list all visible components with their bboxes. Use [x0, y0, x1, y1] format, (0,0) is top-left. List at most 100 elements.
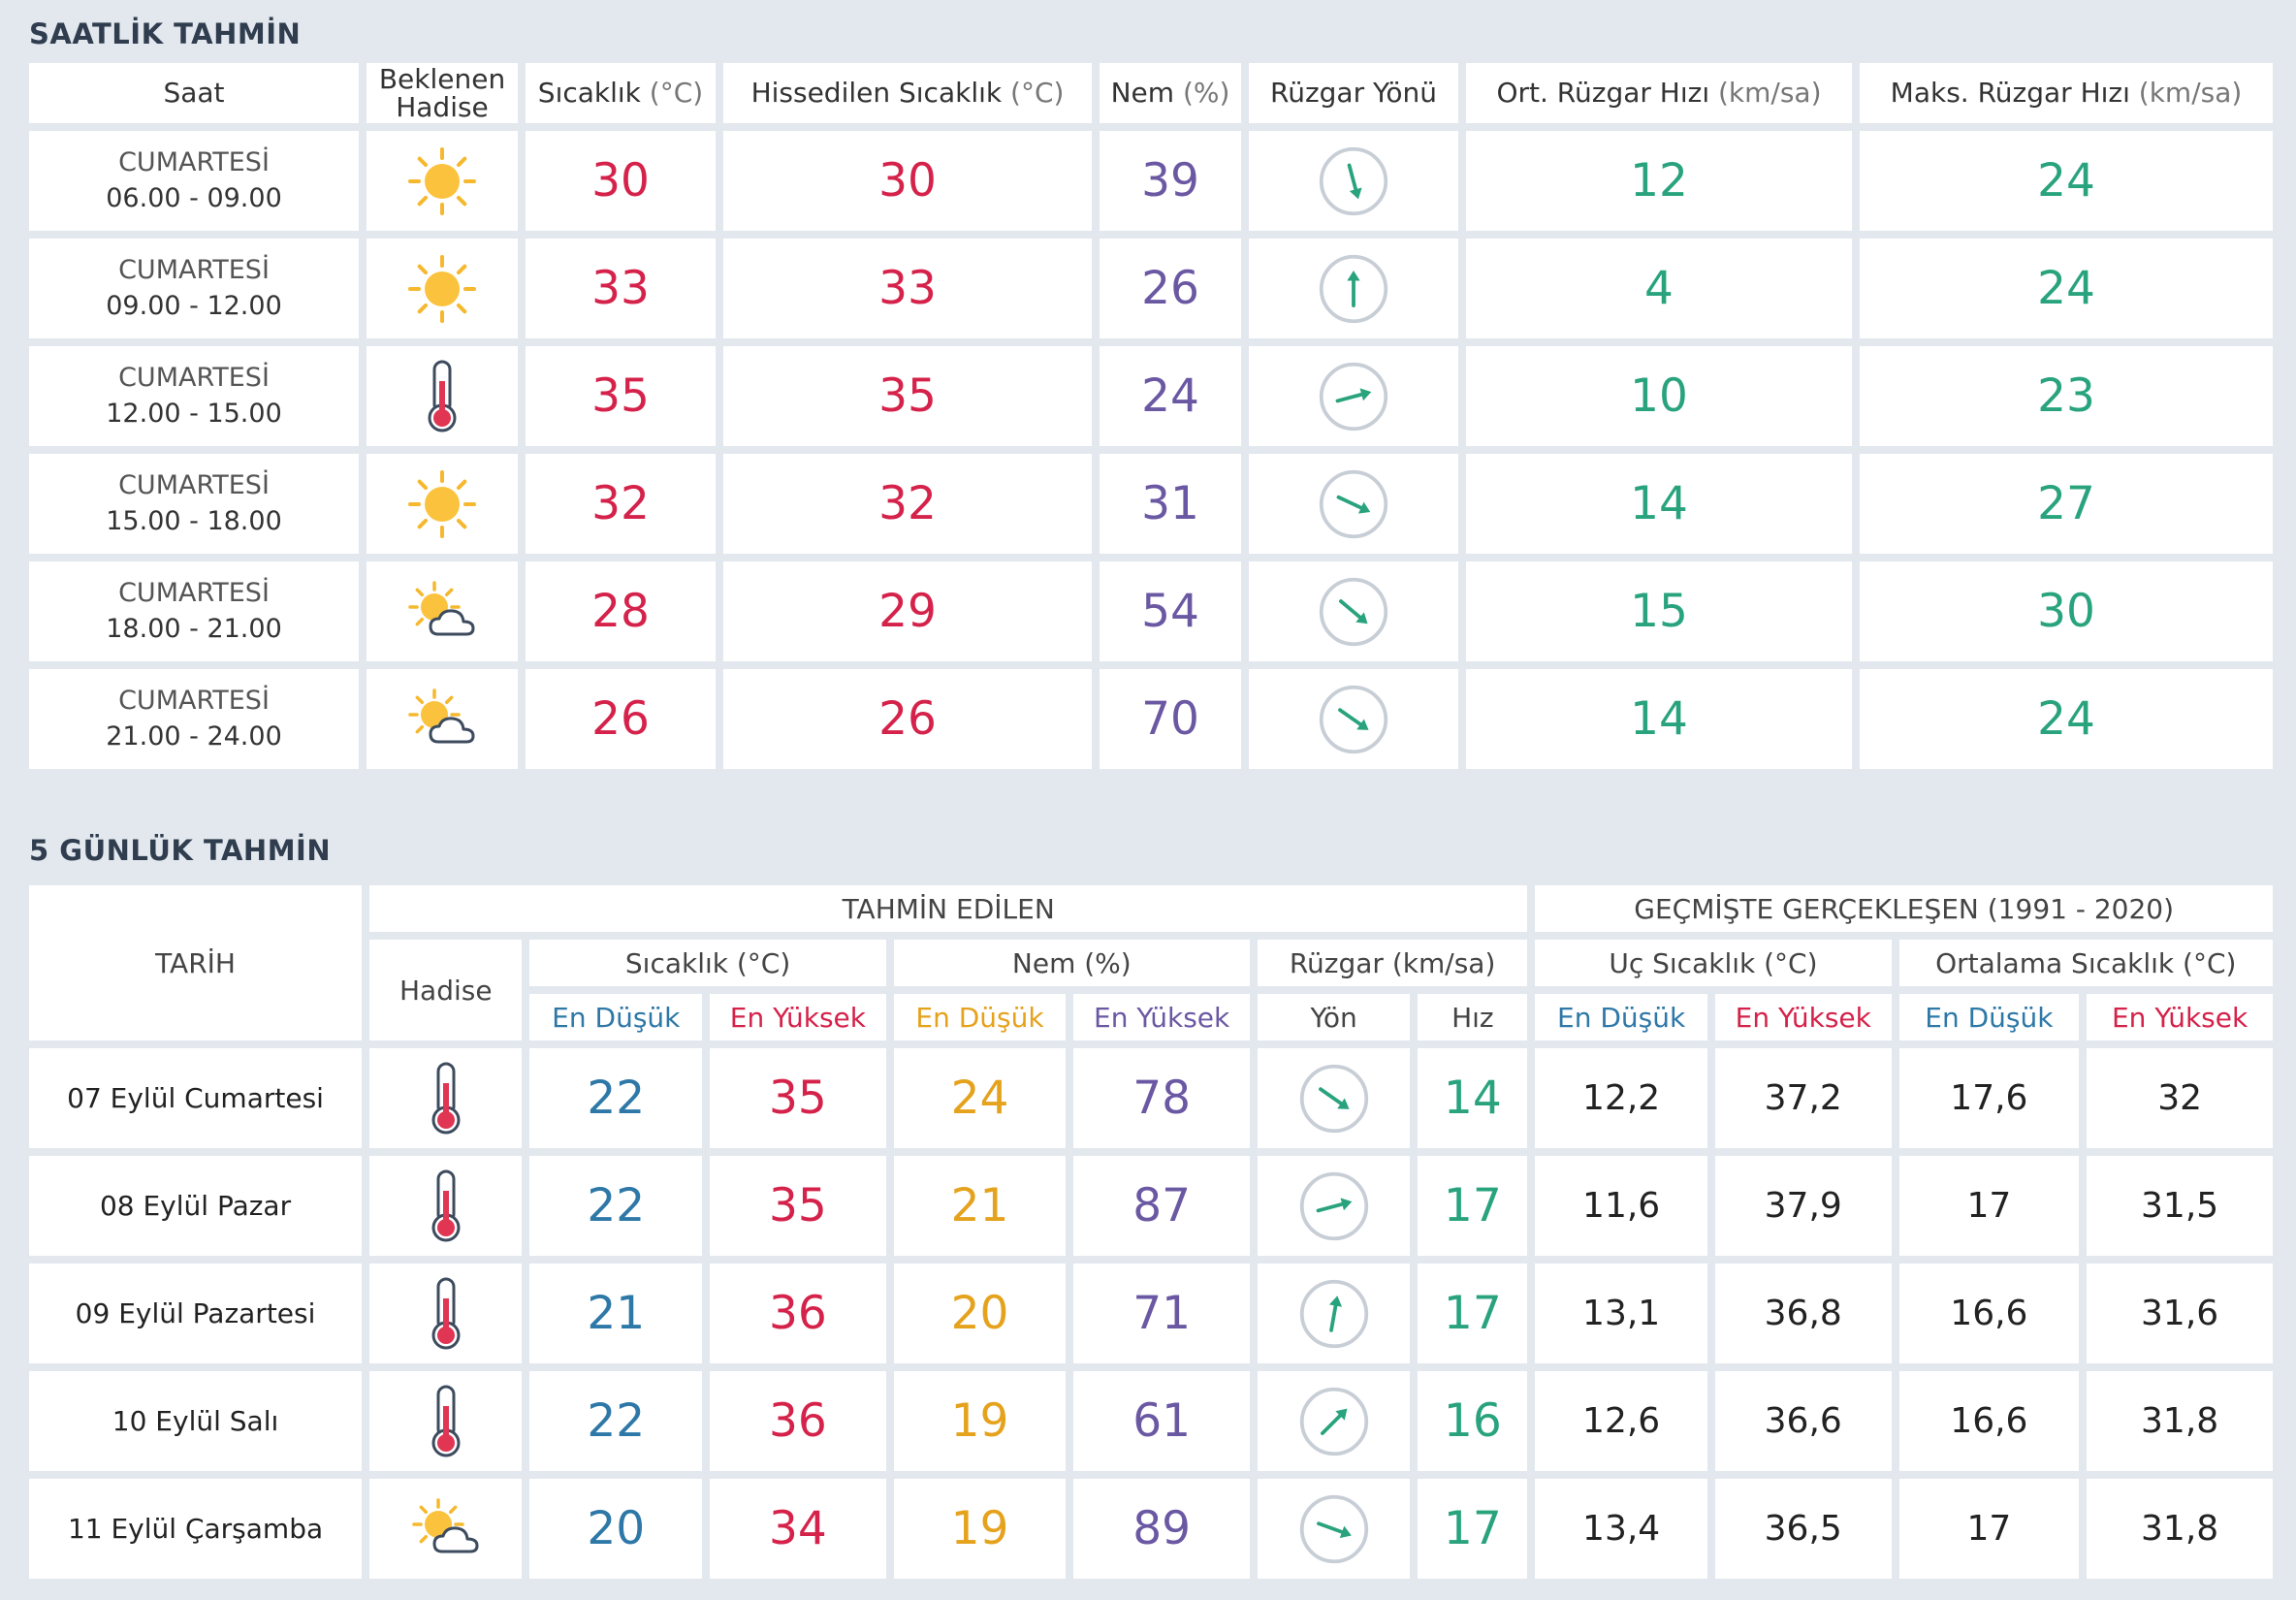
- header-hadise: Beklenen Hadise: [367, 63, 518, 123]
- avg-low-value: 17,6: [1898, 1048, 2080, 1148]
- partly-cloudy-icon: [369, 1495, 522, 1563]
- feels-like-value: 26: [723, 669, 1092, 769]
- avg-high-value: 31,8: [2087, 1479, 2273, 1579]
- hourly-section-title: SAATLİK TAHMİN: [29, 17, 302, 50]
- wind-direction-icon: [1249, 360, 1458, 433]
- wind-direction-cell: [1249, 454, 1458, 554]
- humidity-value: 24: [1100, 346, 1241, 446]
- weather-cell: [367, 561, 518, 661]
- header-nem-unit: (%): [1182, 77, 1230, 110]
- humidity-high-value: 78: [1073, 1048, 1250, 1148]
- thermometer-icon: [369, 1383, 522, 1460]
- avg-low-value: 17: [1898, 1156, 2080, 1256]
- header-ort-en-yuksek: En Yüksek: [2087, 994, 2273, 1040]
- header-t-en-dusuk: En Düşük: [529, 994, 703, 1040]
- partly-cloudy-icon: [367, 578, 518, 646]
- feels-like-value: 29: [723, 561, 1092, 661]
- time-range: 12.00 - 15.00: [106, 398, 282, 429]
- weather-cell: [367, 454, 518, 554]
- extreme-high-value: 36,6: [1714, 1371, 1892, 1471]
- temperature-value: 35: [526, 346, 716, 446]
- header-maks-ruzgar-unit: (km/sa): [2138, 77, 2243, 110]
- avg-low-value: 17: [1898, 1479, 2080, 1579]
- wind-direction-cell: [1257, 1479, 1411, 1579]
- date-cell: 07 Eylül Cumartesi: [29, 1048, 363, 1148]
- wind-avg-value: 12: [1466, 131, 1852, 231]
- header-sicaklik-daily: Sıcaklık (°C): [529, 940, 886, 986]
- weather-cell: [369, 1371, 523, 1471]
- time-range: 09.00 - 12.00: [106, 290, 282, 321]
- temp-low-value: 22: [529, 1048, 703, 1148]
- wind-direction-cell: [1249, 561, 1458, 661]
- wind-direction-icon: [1249, 683, 1458, 756]
- header-uc-en-yuksek: En Yüksek: [1714, 994, 1892, 1040]
- sun-icon: [367, 143, 518, 220]
- time-range: 18.00 - 21.00: [106, 613, 282, 644]
- feels-like-value: 30: [723, 131, 1092, 231]
- weather-cell: [369, 1156, 523, 1256]
- wind-direction-cell: [1249, 131, 1458, 231]
- wind-direction-icon: [1258, 1169, 1410, 1243]
- time-range: 06.00 - 09.00: [106, 182, 282, 213]
- time-cell: CUMARTESİ 18.00 - 21.00: [29, 561, 359, 661]
- temperature-value: 33: [526, 239, 716, 338]
- extreme-low-value: 13,4: [1535, 1479, 1707, 1579]
- header-hissedilen: Hissedilen Sıcaklık (°C): [723, 63, 1092, 123]
- weather-cell: [369, 1264, 523, 1363]
- humidity-value: 39: [1100, 131, 1241, 231]
- day-label: CUMARTESİ: [118, 363, 270, 394]
- table-row: 07 Eylül Cumartesi 22 35 24 78 14 12,2 3…: [29, 1048, 2273, 1148]
- temp-high-value: 36: [710, 1264, 886, 1363]
- humidity-value: 54: [1100, 561, 1241, 661]
- extreme-low-value: 13,1: [1535, 1264, 1707, 1363]
- day-label: CUMARTESİ: [118, 255, 270, 286]
- wind-max-value: 24: [1860, 239, 2273, 338]
- table-row: 08 Eylül Pazar 22 35 21 87 17 11,6 37,9 …: [29, 1156, 2273, 1256]
- humidity-low-value: 20: [893, 1264, 1067, 1363]
- temp-high-value: 35: [710, 1156, 886, 1256]
- header-hiz: Hız: [1418, 994, 1528, 1040]
- header-t-en-yuksek: En Yüksek: [710, 994, 886, 1040]
- header-uc-sicaklik: Uç Sıcaklık (°C): [1535, 940, 1892, 986]
- time-cell: CUMARTESİ 15.00 - 18.00: [29, 454, 359, 554]
- header-ort-ruzgar-label: Ort. Rüzgar Hızı: [1496, 77, 1710, 110]
- wind-direction-cell: [1249, 346, 1458, 446]
- wind-max-value: 23: [1860, 346, 2273, 446]
- wind-direction-icon: [1258, 1492, 1410, 1566]
- wind-speed-value: 17: [1418, 1264, 1528, 1363]
- temperature-value: 30: [526, 131, 716, 231]
- extreme-high-value: 36,8: [1714, 1264, 1892, 1363]
- avg-low-value: 16,6: [1898, 1264, 2080, 1363]
- wind-direction-cell: [1249, 239, 1458, 338]
- header-hadise-line2: Hadise: [396, 91, 489, 123]
- extreme-low-value: 12,2: [1535, 1048, 1707, 1148]
- weather-cell: [367, 131, 518, 231]
- humidity-low-value: 19: [893, 1479, 1067, 1579]
- header-maks-ruzgar: Maks. Rüzgar Hızı (km/sa): [1860, 63, 2273, 123]
- table-row: CUMARTESİ 09.00 - 12.00 33 33 26 4 24: [29, 239, 2273, 338]
- extreme-low-value: 12,6: [1535, 1371, 1707, 1471]
- wind-speed-value: 14: [1418, 1048, 1528, 1148]
- table-row: CUMARTESİ 18.00 - 21.00 28 29 54 15 30: [29, 561, 2273, 661]
- avg-low-value: 16,6: [1898, 1371, 2080, 1471]
- humidity-high-value: 71: [1073, 1264, 1250, 1363]
- header-ruzgar-yonu: Rüzgar Yönü: [1249, 63, 1458, 123]
- temperature-value: 32: [526, 454, 716, 554]
- thermometer-icon: [369, 1168, 522, 1245]
- humidity-value: 31: [1100, 454, 1241, 554]
- weather-cell: [367, 346, 518, 446]
- table-row: 09 Eylül Pazartesi 21 36 20 71 17 13,1 3…: [29, 1264, 2273, 1363]
- thermometer-icon: [367, 358, 518, 435]
- extreme-low-value: 11,6: [1535, 1156, 1707, 1256]
- header-sicaklik-unit: (°C): [649, 77, 704, 110]
- weather-cell: [369, 1479, 523, 1579]
- wind-speed-value: 17: [1418, 1156, 1528, 1256]
- temperature-value: 26: [526, 669, 716, 769]
- sun-icon: [367, 465, 518, 543]
- feels-like-value: 32: [723, 454, 1092, 554]
- day-label: CUMARTESİ: [118, 686, 270, 717]
- temp-low-value: 22: [529, 1371, 703, 1471]
- wind-direction-icon: [1249, 467, 1458, 541]
- time-cell: CUMARTESİ 21.00 - 24.00: [29, 669, 359, 769]
- header-maks-ruzgar-label: Maks. Rüzgar Hızı: [1890, 77, 2130, 110]
